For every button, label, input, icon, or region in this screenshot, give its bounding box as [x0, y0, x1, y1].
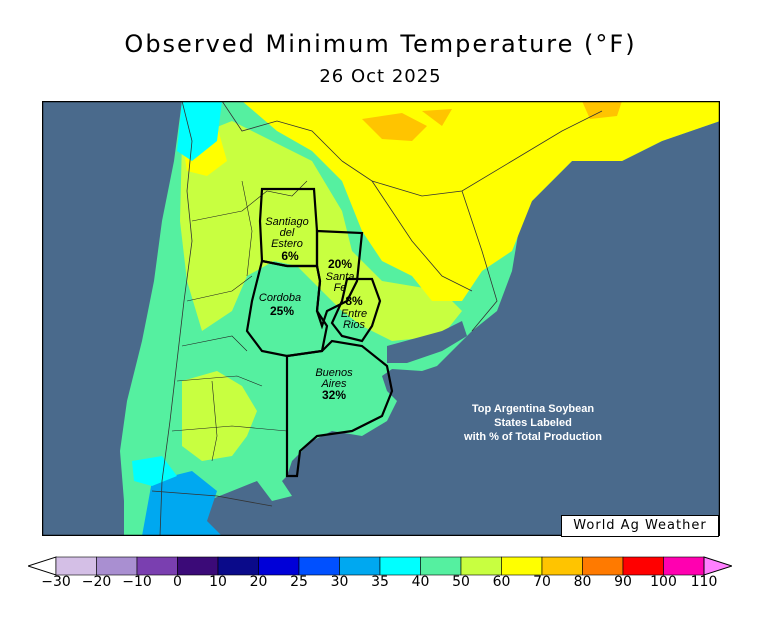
pct-entre-rios: 8% [345, 294, 363, 308]
zone-70-80b [582, 101, 622, 119]
pct-santa-fe: 20% [328, 257, 352, 271]
legend-swatch [55, 556, 97, 576]
legend-swatch [460, 556, 502, 576]
legend-tick-label: −30 [41, 574, 71, 590]
legend-swatch [420, 556, 462, 576]
legend-tick-label: 25 [290, 574, 308, 590]
legend-tick-label: 20 [249, 574, 268, 590]
pct-buenos-aires: 32% [322, 388, 346, 402]
legend-swatch [622, 556, 664, 576]
legend-swatch [96, 556, 138, 576]
rio-de-la-plata [387, 321, 467, 363]
annotation-line-3: with % of Total Production [463, 431, 602, 443]
legend-tick-label: −10 [122, 574, 152, 590]
label-santa-fe: Santa Fe [326, 271, 355, 294]
legend-tick-label: 50 [452, 574, 470, 590]
legend-swatch [258, 556, 300, 576]
legend-swatch [217, 556, 259, 576]
legend-tick-label: 35 [371, 574, 389, 590]
legend-swatch [177, 556, 219, 576]
temperature-map: Santiago del Estero 6% 20% Santa Fe Cordoba… [42, 101, 720, 536]
zone-70-80 [362, 113, 427, 141]
entre-rios-outline [330, 277, 382, 343]
legend-tick-label: 100 [650, 574, 677, 590]
map-title: Observed Minimum Temperature (°F) [124, 30, 637, 58]
legend-swatch [298, 556, 340, 576]
annotation-line-2: States Labeled [494, 417, 572, 429]
zone-35-40-west [177, 101, 222, 161]
country-borders [151, 101, 603, 536]
legend-tick-label: −20 [81, 574, 112, 590]
legend-swatch [663, 556, 705, 576]
legend-swatch [379, 556, 421, 576]
pct-cordoba: 25% [270, 304, 294, 318]
label-santiago: Santiago del Estero [265, 216, 308, 250]
legend-tick-label: 110 [690, 574, 718, 590]
label-entre-rios: Entre Rios [341, 308, 367, 331]
province-labels: Santiago del Estero 6% 20% Santa Fe Cordoba… [259, 216, 367, 402]
legend-swatch [541, 556, 583, 576]
temperature-legend [28, 556, 732, 576]
zone-60-70 [242, 101, 720, 301]
pct-santiago: 6% [281, 249, 299, 263]
zone-35-40-south [132, 456, 177, 486]
legend-swatch [582, 556, 624, 576]
map-date: 26 Oct 2025 [319, 66, 442, 87]
annotation-line-1: Top Argentina Soybean [472, 403, 595, 415]
legend-tick-label: 70 [533, 574, 551, 590]
legend-tick-label: 80 [573, 574, 592, 590]
zone-50-60-south [182, 371, 257, 461]
annotation: Top Argentina Soybean States Labeled wit… [463, 403, 602, 443]
legend-tick-label: 60 [492, 574, 511, 590]
legend-tick-label: 30 [330, 574, 349, 590]
label-cordoba: Cordoba [259, 292, 301, 304]
legend-swatch [501, 556, 543, 576]
province-borders [171, 180, 308, 462]
zone-70-80c [422, 109, 452, 126]
legend-tick-label: 40 [411, 574, 430, 590]
legend-tick-label: 10 [209, 574, 227, 590]
legend-arrow-high [703, 556, 732, 576]
legend-swatch [136, 556, 178, 576]
legend-tick-label: 0 [173, 574, 182, 590]
legend-arrow-low [28, 556, 57, 576]
buenos-aires-outline [285, 339, 394, 478]
soybean-provinces [245, 187, 394, 478]
credit-label: World Ag Weather [561, 515, 719, 537]
legend-swatch [339, 556, 381, 576]
label-buenos-aires: Buenos Aires [315, 367, 353, 390]
legend-tick-label: 90 [614, 574, 632, 590]
cordoba-outline [245, 259, 329, 358]
